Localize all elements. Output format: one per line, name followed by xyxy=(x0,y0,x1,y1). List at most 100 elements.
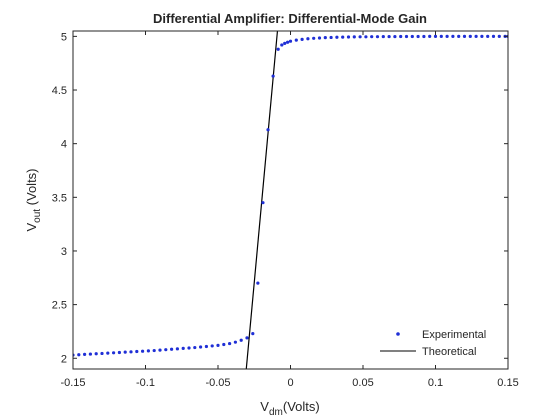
experimental-point xyxy=(341,35,345,39)
experimental-point xyxy=(271,74,275,78)
experimental-point xyxy=(317,36,322,40)
experimental-point xyxy=(439,34,443,38)
experimental-point xyxy=(283,41,287,45)
y-tick-label: 4 xyxy=(61,139,67,151)
experimental-point xyxy=(422,34,426,39)
experimental-point xyxy=(170,347,174,351)
experimental-point xyxy=(123,350,127,354)
experimental-point xyxy=(276,47,280,51)
experimental-point xyxy=(306,37,310,41)
y-axis-label: Vout (Volts) xyxy=(24,168,43,231)
y-tick-label: 5 xyxy=(61,31,67,43)
y-ticks: 2 2.5 3 3.5 4 4.5 5 xyxy=(52,31,508,365)
experimental-point xyxy=(256,281,260,285)
experimental-point xyxy=(364,35,368,39)
x-axis-label-sub: dm xyxy=(269,407,283,418)
experimental-point xyxy=(286,40,290,44)
experimental-point xyxy=(216,343,220,347)
experimental-point xyxy=(187,346,191,350)
experimental-point xyxy=(193,345,197,350)
experimental-point xyxy=(261,201,265,205)
experimental-point xyxy=(451,34,455,38)
experimental-point xyxy=(445,34,449,38)
legend-label-theoretical: Theoretical xyxy=(422,346,476,358)
experimental-point xyxy=(181,346,185,350)
chart-title: Differential Amplifier: Differential-Mod… xyxy=(153,11,427,26)
y-tick-label: 2.5 xyxy=(52,300,67,312)
experimental-point xyxy=(358,35,362,39)
experimental-point xyxy=(323,36,327,40)
experimental-point xyxy=(88,352,92,356)
experimental-point xyxy=(152,348,156,353)
experimental-point xyxy=(204,344,208,349)
experimental-point xyxy=(497,34,501,38)
x-tick-label: -0.1 xyxy=(136,377,155,389)
experimental-point xyxy=(266,128,270,132)
experimental-point xyxy=(474,34,478,38)
experimental-point xyxy=(312,36,316,40)
experimental-point xyxy=(491,34,496,38)
experimental-point xyxy=(158,348,162,352)
theoretical-line xyxy=(245,31,279,369)
x-axis-label-unit: (Volts) xyxy=(283,399,320,414)
experimental-point xyxy=(222,342,226,347)
legend-label-experimental: Experimental xyxy=(422,329,486,341)
experimental-point xyxy=(135,349,139,354)
experimental-point xyxy=(399,34,403,39)
experimental-point xyxy=(468,34,472,38)
experimental-point xyxy=(245,336,249,340)
experimental-point xyxy=(346,35,351,39)
experimental-point xyxy=(486,34,490,38)
experimental-point xyxy=(410,34,414,39)
experimental-point xyxy=(233,340,237,344)
x-axis-label-main: V xyxy=(260,399,269,414)
experimental-point xyxy=(112,351,116,355)
x-tick-label: 0 xyxy=(287,377,293,389)
experimental-point xyxy=(381,34,385,39)
experimental-point xyxy=(141,349,145,353)
experimental-point xyxy=(100,351,104,356)
experimental-point xyxy=(129,350,133,354)
experimental-point xyxy=(228,341,232,346)
experimental-point xyxy=(199,345,203,349)
x-tick-label: -0.05 xyxy=(205,377,230,389)
y-axis-label-main: V xyxy=(24,223,39,232)
experimental-point xyxy=(288,39,293,43)
experimental-point xyxy=(375,35,380,39)
x-ticks: -0.15 -0.1 -0.05 0 0.05 0.1 0.15 xyxy=(60,31,519,389)
experimental-point xyxy=(239,338,243,342)
experimental-point xyxy=(83,352,87,357)
experimental-point xyxy=(335,35,339,39)
experimental-point xyxy=(106,351,110,355)
x-axis-label: Vdm(Volts) xyxy=(260,399,319,418)
experimental-point xyxy=(404,34,409,39)
experimental-point xyxy=(94,352,98,356)
y-axis-label-unit: (Volts) xyxy=(24,168,39,208)
x-tick-label: 0.05 xyxy=(352,377,373,389)
experimental-point xyxy=(164,348,168,352)
legend: Experimental Theoretical xyxy=(372,323,502,363)
experimental-point xyxy=(117,350,121,355)
legend-box xyxy=(372,323,502,363)
experimental-point xyxy=(462,34,467,38)
plot-area xyxy=(73,31,508,369)
experimental-point xyxy=(280,43,284,47)
experimental-point xyxy=(387,34,391,39)
legend-marker-experimental xyxy=(396,332,400,336)
experimental-point xyxy=(428,34,432,38)
experimental-point xyxy=(210,344,214,348)
series-layer xyxy=(73,31,508,369)
experimental-point xyxy=(251,331,255,336)
experimental-point xyxy=(175,347,179,351)
y-tick-label: 2 xyxy=(61,353,67,365)
experimental-point xyxy=(433,34,438,38)
x-tick-label: 0.15 xyxy=(497,377,518,389)
y-tick-label: 3 xyxy=(61,246,67,258)
x-tick-label: 0.1 xyxy=(428,377,443,389)
experimental-point xyxy=(77,353,81,357)
experimental-point xyxy=(329,35,333,40)
experimental-point xyxy=(393,34,397,39)
experimental-point xyxy=(352,35,356,39)
experimental-point xyxy=(457,34,461,38)
